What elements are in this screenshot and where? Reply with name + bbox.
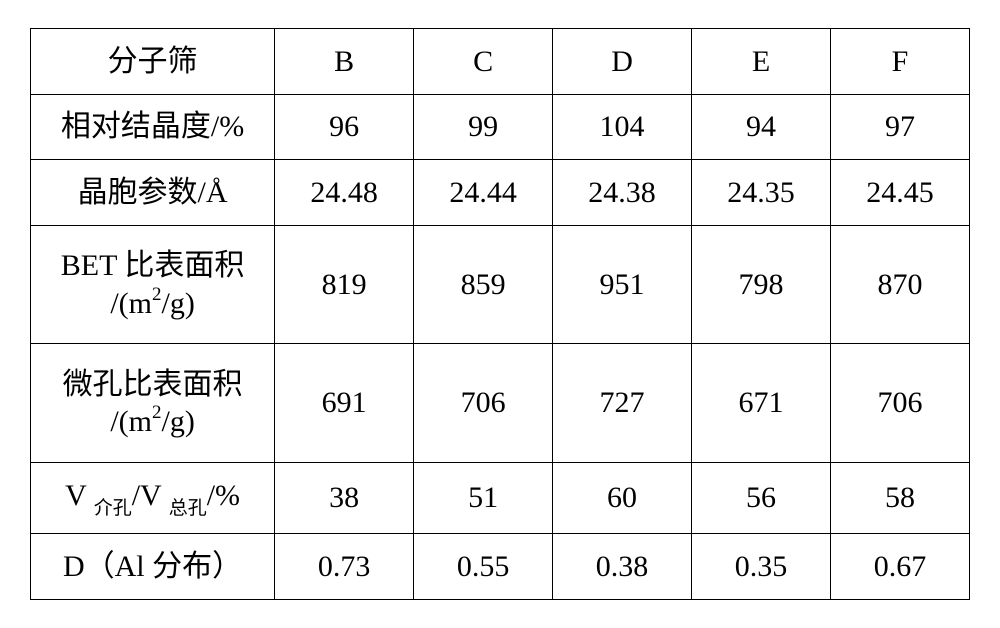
cell: 0.55 [414, 534, 553, 600]
label-text: /g) [161, 287, 194, 320]
cell: 0.35 [692, 534, 831, 600]
cell: 60 [553, 462, 692, 534]
cell: 0.73 [275, 534, 414, 600]
cell: 859 [414, 225, 553, 344]
label-text: V [65, 479, 94, 512]
table-row: 晶胞参数/Å 24.48 24.44 24.38 24.35 24.45 [31, 160, 970, 226]
cell: 671 [692, 344, 831, 463]
cell: 951 [553, 225, 692, 344]
label-sub: 介孔 [94, 498, 132, 519]
label-sup: 2 [152, 284, 162, 305]
row-label: 晶胞参数/Å [31, 160, 275, 226]
row-label: V 介孔/V 总孔/% [31, 462, 275, 534]
label-text: /(m [110, 287, 152, 320]
label-text: /% [207, 479, 240, 512]
table-row: D（Al 分布） 0.73 0.55 0.38 0.35 0.67 [31, 534, 970, 600]
cell: 58 [831, 462, 970, 534]
table-row: 分子筛 B C D E F [31, 29, 970, 95]
table-row: 相对结晶度/% 96 99 104 94 97 [31, 94, 970, 160]
cell: 727 [553, 344, 692, 463]
table-row: V 介孔/V 总孔/% 38 51 60 56 58 [31, 462, 970, 534]
cell: 24.38 [553, 160, 692, 226]
cell: 97 [831, 94, 970, 160]
table-row: BET 比表面积 /(m2/g) 819 859 951 798 870 [31, 225, 970, 344]
cell: 819 [275, 225, 414, 344]
cell: 24.44 [414, 160, 553, 226]
col-header: B [275, 29, 414, 95]
table-row: 微孔比表面积 /(m2/g) 691 706 727 671 706 [31, 344, 970, 463]
cell: 706 [831, 344, 970, 463]
label-text: /(m [110, 405, 152, 438]
data-table: 分子筛 B C D E F 相对结晶度/% 96 99 104 94 97 晶胞… [30, 28, 970, 600]
cell: 94 [692, 94, 831, 160]
cell: 798 [692, 225, 831, 344]
row-label: 相对结晶度/% [31, 94, 275, 160]
page: 分子筛 B C D E F 相对结晶度/% 96 99 104 94 97 晶胞… [0, 0, 1000, 628]
col-header: C [414, 29, 553, 95]
col-header: D [553, 29, 692, 95]
cell: 0.38 [553, 534, 692, 600]
cell: 96 [275, 94, 414, 160]
cell: 870 [831, 225, 970, 344]
col-header: F [831, 29, 970, 95]
cell: 38 [275, 462, 414, 534]
cell: 0.67 [831, 534, 970, 600]
cell: 56 [692, 462, 831, 534]
label-text: BET 比表面积 [61, 249, 245, 282]
cell: 104 [553, 94, 692, 160]
row-label: D（Al 分布） [31, 534, 275, 600]
label-text: 微孔比表面积 [63, 368, 243, 401]
cell: 24.48 [275, 160, 414, 226]
col-header: 分子筛 [31, 29, 275, 95]
label-text: /g) [161, 405, 194, 438]
cell: 24.35 [692, 160, 831, 226]
col-header: E [692, 29, 831, 95]
cell: 706 [414, 344, 553, 463]
cell: 51 [414, 462, 553, 534]
row-label: BET 比表面积 /(m2/g) [31, 225, 275, 344]
label-text: /V [132, 479, 169, 512]
row-label: 微孔比表面积 /(m2/g) [31, 344, 275, 463]
cell: 24.45 [831, 160, 970, 226]
label-sub: 总孔 [169, 498, 207, 519]
cell: 691 [275, 344, 414, 463]
label-sup: 2 [152, 402, 162, 423]
cell: 99 [414, 94, 553, 160]
